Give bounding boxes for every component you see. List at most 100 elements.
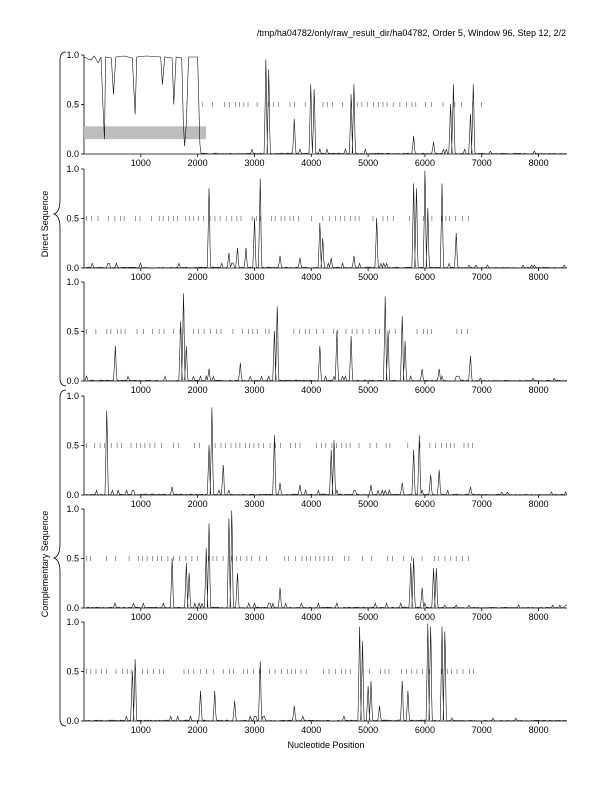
- x-tick-label: 1000: [131, 158, 151, 168]
- peak-point: [228, 518, 230, 520]
- peak-point: [359, 626, 360, 628]
- x-tick-label: 7000: [472, 612, 492, 622]
- peak-point: [470, 114, 471, 115]
- peak-point: [222, 464, 224, 466]
- peak-point: [370, 484, 372, 486]
- x-tick-label: 8000: [529, 272, 549, 282]
- x-axis-label: Nucleotide Position: [287, 740, 364, 750]
- peak-point: [421, 587, 423, 589]
- x-tick-label: 8000: [529, 158, 549, 168]
- y-tick-label: 1.0: [66, 50, 79, 60]
- peak-point: [228, 252, 230, 254]
- x-tick-label: 5000: [358, 272, 378, 282]
- peak-point: [421, 368, 423, 370]
- peak-point: [188, 572, 190, 574]
- peak-point: [370, 681, 372, 682]
- group-label-complementary: Complementary Sequence: [40, 511, 50, 618]
- y-tick-label: 0.5: [66, 441, 79, 451]
- x-tick-label: 1000: [131, 385, 151, 395]
- axis-frame: [83, 622, 567, 722]
- peak-point: [424, 170, 426, 172]
- series-line: [85, 623, 568, 722]
- x-tick-label: 6000: [415, 612, 435, 622]
- peak-point: [131, 671, 133, 672]
- panel-complementary-frame-1: 0.0 0.5 1.0 1000 2000 3000 4000 5000 6000 7000 800…: [66, 391, 568, 509]
- peak-point: [413, 135, 414, 137]
- x-tick-label: 5000: [358, 385, 378, 395]
- y-tick-label: 0.5: [66, 214, 79, 224]
- peak-point: [470, 486, 471, 488]
- x-tick-label: 2000: [188, 385, 208, 395]
- peak-point: [455, 232, 457, 234]
- x-tick-label: 8000: [529, 385, 549, 395]
- peak-point: [180, 321, 182, 322]
- y-tick-label: 0.5: [66, 667, 79, 677]
- peak-point: [384, 296, 386, 298]
- x-tick-label: 2000: [188, 725, 208, 735]
- orf-marker-row: [86, 443, 473, 448]
- series-line: [85, 510, 568, 610]
- y-tick-label: 1.0: [66, 617, 79, 627]
- axis-frame: [83, 169, 567, 269]
- peak-point: [239, 362, 241, 364]
- peak-point: [427, 208, 429, 210]
- y-tick-label: 0.0: [66, 716, 79, 726]
- axis-frame: [83, 509, 567, 609]
- x-tick-label: 7000: [472, 385, 492, 395]
- x-tick-label: 2000: [188, 272, 208, 282]
- peak-point: [234, 700, 235, 702]
- x-tick-label: 6000: [415, 499, 435, 509]
- peak-point: [319, 223, 321, 224]
- peak-point: [438, 368, 440, 370]
- y-tick-label: 0.5: [66, 100, 79, 110]
- peak-point: [279, 482, 281, 484]
- peak-point: [259, 178, 261, 180]
- peak-point: [208, 445, 210, 446]
- peak-point: [450, 104, 451, 105]
- x-tick-label: 7000: [472, 272, 492, 282]
- peak-point: [472, 84, 474, 86]
- peak-point: [452, 84, 454, 86]
- panel-complementary-frame-3: 0.0 0.5 1.0 1000 2000 3000 4000 5000 6000 7000 800…: [66, 617, 568, 735]
- y-tick-label: 0.0: [66, 263, 79, 273]
- y-tick-label: 1.0: [66, 504, 79, 514]
- peak-point: [237, 247, 238, 249]
- y-tick-label: 1.0: [66, 277, 79, 287]
- x-tick-label: 7000: [472, 499, 492, 509]
- series-line: [84, 293, 568, 382]
- peak-point: [293, 118, 295, 120]
- peak-point: [183, 293, 184, 295]
- peak-point: [313, 89, 315, 91]
- peak-point: [171, 486, 173, 488]
- peak-point: [441, 626, 443, 628]
- x-tick-label: 3000: [244, 385, 264, 395]
- peak-point: [245, 247, 247, 249]
- peak-point: [333, 440, 335, 441]
- x-tick-label: 3000: [244, 158, 264, 168]
- y-tick-label: 0.0: [66, 490, 79, 500]
- x-tick-label: 4000: [301, 725, 321, 735]
- orf-marker-row: [202, 102, 482, 107]
- x-tick-label: 4000: [301, 158, 321, 168]
- peak-point: [407, 690, 409, 692]
- peak-point: [427, 623, 429, 625]
- peak-point: [106, 410, 108, 412]
- x-tick-label: 5000: [358, 499, 378, 509]
- y-tick-label: 1.0: [66, 164, 79, 174]
- y-tick-label: 0.5: [66, 327, 79, 337]
- peak-point: [265, 59, 267, 61]
- highlight-band: [84, 126, 207, 140]
- x-tick-label: 1000: [131, 612, 151, 622]
- series-line: [85, 170, 568, 269]
- peak-point: [444, 631, 446, 633]
- panel-direct-frame-2: 0.0 0.5 1.0 1000 2000 3000 4000 5000 6000 7000 800…: [66, 164, 568, 282]
- peak-point: [214, 690, 216, 692]
- x-tick-label: 8000: [529, 499, 549, 509]
- chart-title: /tmp/ha04782/only/raw_result_dir/ha04782…: [257, 28, 566, 38]
- panel-complementary-frame-2: 0.0 0.5 1.0 1000 2000 3000 4000 5000 6000 7000 800…: [66, 504, 568, 622]
- peak-point: [404, 341, 406, 342]
- y-tick-label: 0.0: [66, 149, 79, 159]
- peak-point: [430, 626, 432, 628]
- orf-marker-row: [86, 556, 469, 561]
- peak-point: [299, 484, 301, 486]
